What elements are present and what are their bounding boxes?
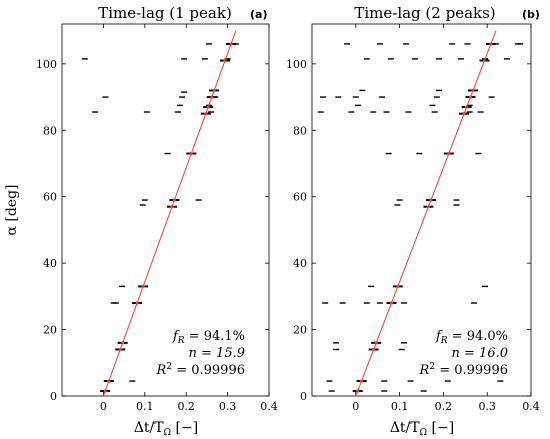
r2-stat-a: R2 = 0.99996: [156, 362, 245, 378]
fit-point: [468, 95, 473, 99]
fit-point: [212, 88, 216, 93]
fit-point: [229, 42, 233, 46]
x-tick-label: 0: [100, 400, 107, 413]
y-tick-label: 80: [43, 124, 57, 137]
panel-b: Time-lag (2 peaks) (b) 0 0.1 0.2 0.3 0.4 0 20…: [286, 4, 540, 413]
fr-sub-b: R: [440, 336, 448, 346]
x-label-sub-a: Ω: [164, 428, 171, 438]
y-ticks-a: 0 20 40 60 80 100: [36, 58, 269, 403]
y-tick-label: 100: [36, 58, 57, 71]
fit-point: [447, 151, 451, 156]
x-ticks-a: 0 0.1 0.2 0.3 0.4: [100, 24, 278, 413]
y-tick-label: 20: [43, 324, 57, 337]
fit-point: [206, 105, 210, 109]
x-tick-label: 0.2: [177, 400, 195, 413]
y-tick-label: 60: [43, 191, 57, 204]
r2-sup-b: 2: [429, 362, 435, 372]
x-tick-label: 0.1: [136, 400, 154, 413]
x-tick-label: 0.4: [260, 400, 278, 413]
fit-point: [396, 284, 400, 288]
x-axis-label-a: Δt/TΩ [−]: [134, 420, 198, 438]
fit-point: [170, 205, 174, 209]
fit-point: [389, 301, 394, 305]
scatter-points-b: [317, 43, 524, 392]
fr-value-b: = 94.0%: [448, 329, 508, 344]
fit-point: [204, 112, 208, 116]
x-label-unit-b: [−]: [427, 420, 454, 436]
fit-point: [210, 95, 214, 99]
fit-series-a: [100, 30, 237, 397]
fit-point: [372, 347, 376, 352]
fit-point: [107, 379, 111, 383]
y-tick-label: 100: [286, 58, 307, 71]
x-label-sub-b: Ω: [420, 428, 427, 438]
x-tick-label: 0: [352, 400, 359, 413]
y-tick-label: 40: [43, 257, 57, 270]
fit-point: [172, 198, 177, 202]
fit-point: [141, 284, 145, 288]
x-tick-label: 0.2: [435, 400, 453, 413]
x-tick-label: 0.3: [478, 400, 496, 413]
x-label-main-a: Δt/T: [134, 420, 164, 436]
fit-point: [135, 301, 139, 305]
n-stat-a: n = 15.9: [189, 346, 245, 361]
fit-point: [359, 379, 364, 383]
x-axis-label-b: Δt/TΩ [−]: [390, 420, 454, 438]
plot-frame-a: [61, 23, 270, 397]
x-tick-label: 0.4: [522, 400, 540, 413]
r2-stat-b: R2 = 0.99996: [419, 362, 508, 378]
n-stat-b: n = 16.0: [452, 346, 508, 361]
fit-point: [356, 389, 360, 393]
y-tick-label: 40: [293, 257, 307, 270]
fr-stat-b: fR = 94.0%: [435, 329, 508, 346]
stats-annotation-b: fR = 94.0% n = 16.0 R2 = 0.99996: [419, 329, 508, 378]
stats-annotation-a: fR = 94.1% n = 15.9 R2 = 0.99996: [156, 329, 245, 378]
y-tick-label: 0: [300, 390, 307, 403]
panel-label-a: (a): [250, 8, 267, 21]
y-ticks-b: 0 20 40 60 80 100: [286, 58, 531, 403]
r2-sup-a: 2: [166, 362, 172, 372]
y-tick-label: 20: [293, 324, 307, 337]
fit-point: [103, 389, 107, 393]
fr-value-a: = 94.1%: [185, 329, 245, 344]
fit-point: [489, 42, 493, 46]
fr-symbol-b: f: [435, 329, 443, 344]
fit-series-b: [352, 30, 497, 397]
x-label-unit-a: [−]: [171, 420, 198, 436]
x-ticks-b: 0 0.1 0.2 0.3 0.4: [352, 24, 540, 413]
panel-label-b: (b): [522, 8, 540, 21]
fit-point: [374, 341, 378, 345]
y-tick-label: 0: [50, 390, 57, 403]
y-axis-label: α [deg]: [4, 184, 20, 235]
r2-symbol-a: R: [156, 363, 167, 378]
fit-point: [118, 347, 122, 352]
y-tick-label: 80: [293, 124, 307, 137]
fr-symbol-a: f: [172, 329, 180, 344]
y-tick-label: 60: [293, 191, 307, 204]
r2-symbol-b: R: [419, 363, 430, 378]
r2-value-b: = 0.99996: [435, 363, 508, 378]
fit-point: [223, 58, 227, 63]
x-label-main-b: Δt/T: [390, 420, 420, 436]
chart-title-a: Time-lag (1 peak): [98, 4, 232, 22]
r2-value-a: = 0.99996: [172, 363, 245, 378]
panel-a: Time-lag (1 peak) (a) 0 0.1 0.2 0.3 0.4 0 20 4…: [36, 4, 278, 413]
fit-point: [471, 88, 475, 93]
fr-sub-a: R: [177, 336, 185, 346]
fr-stat-a: fR = 94.1%: [172, 329, 245, 346]
x-tick-label: 0.1: [391, 400, 409, 413]
x-tick-label: 0.3: [219, 400, 237, 413]
fit-point: [426, 205, 431, 209]
fit-point: [189, 151, 193, 156]
fit-point: [462, 112, 466, 116]
plot-frame-b: [311, 23, 532, 397]
fit-point: [482, 58, 487, 63]
fit-point: [465, 105, 469, 109]
chart-title-b: Time-lag (2 peaks): [354, 4, 495, 22]
fit-point: [429, 198, 433, 202]
fit-point: [121, 341, 125, 345]
